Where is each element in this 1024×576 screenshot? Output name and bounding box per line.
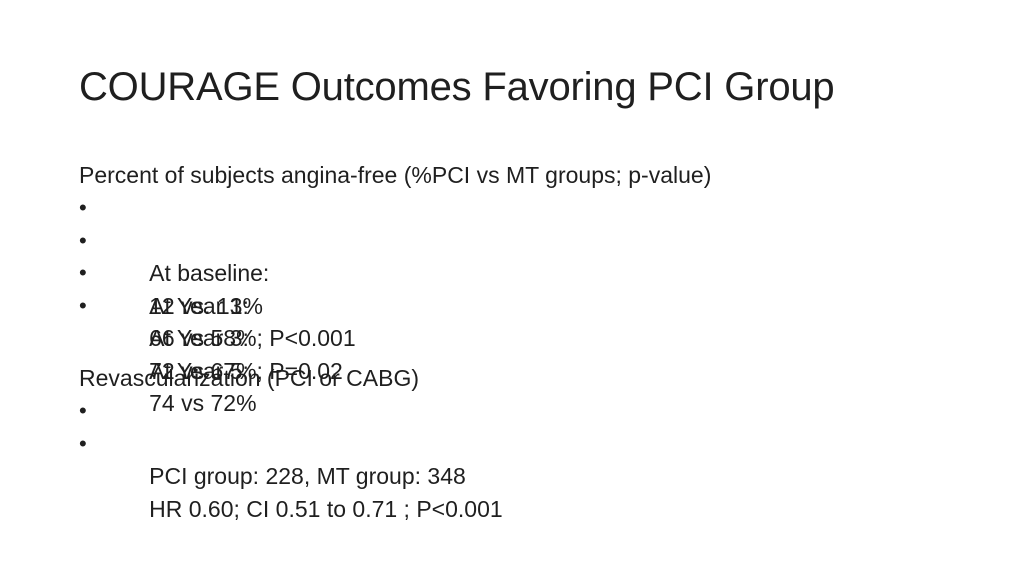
bullet-icon: • — [79, 227, 87, 253]
angina-free-section: Percent of subjects angina-free (%PCI vs… — [79, 159, 979, 417]
bullet-label: At Year 5: — [149, 357, 249, 384]
revascularization-section: Revascularization (PCI or CABG) • PCI gr… — [79, 362, 979, 522]
angina-free-heading: Percent of subjects angina-free (%PCI vs… — [79, 162, 712, 188]
bullet-icon: • — [79, 430, 87, 456]
bullet-value: 66 vs 58%; P<0.001 — [149, 325, 356, 351]
bullet-text: PCI group: 228, MT group: 348 — [149, 463, 466, 489]
list-item-year-1: • At Year 1: 66 vs 58%; P<0.001 — [79, 225, 979, 352]
angina-free-list: • At baseline: 12 vs. 13% • At Year 1: 6… — [79, 192, 979, 417]
bullet-value: 12 vs. 13% — [149, 292, 263, 319]
bullet-icon: • — [79, 195, 87, 220]
bullet-value: 72 vs 67%; P=0.02 — [149, 357, 343, 384]
list-item-baseline: • At baseline: 12 vs. 13% — [79, 192, 979, 319]
list-item-year-5: • At Year 5: 74 vs 72% — [79, 290, 979, 417]
bullet-icon: • — [79, 398, 87, 423]
list-item-year-3: • At Year 3: 72 vs 67%; P=0.02 — [79, 257, 979, 384]
bullet-label: At baseline: — [149, 260, 270, 286]
revascularization-heading: Revascularization (PCI or CABG) — [79, 365, 419, 391]
bullet-icon: • — [79, 260, 87, 285]
list-item-hazard-ratio: • HR 0.60; CI 0.51 to 0.71 ; P<0.001 — [79, 428, 979, 522]
bullet-label: At Year 3: — [149, 325, 249, 351]
bullet-text: HR 0.60; CI 0.51 to 0.71 ; P<0.001 — [149, 495, 503, 522]
bullet-icon: • — [79, 292, 87, 318]
revascularization-list: • PCI group: 228, MT group: 348 • HR 0.6… — [79, 395, 979, 522]
list-item-group-counts: • PCI group: 228, MT group: 348 — [79, 395, 979, 489]
bullet-value: 74 vs 72% — [149, 390, 257, 416]
slide-title: COURAGE Outcomes Favoring PCI Group — [79, 65, 835, 109]
bullet-label: At Year 1: — [149, 292, 249, 319]
